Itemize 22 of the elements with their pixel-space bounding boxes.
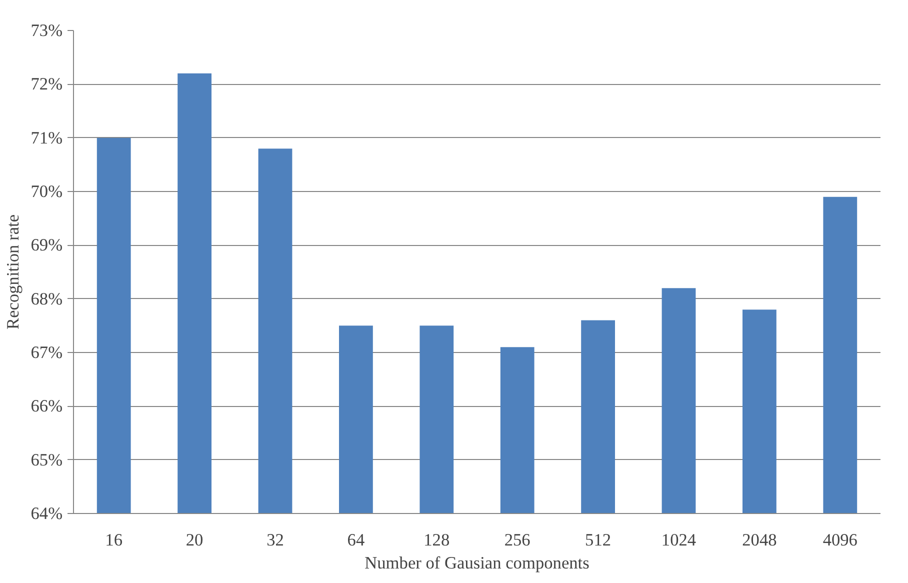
x-tick-label: 32 xyxy=(266,530,284,550)
y-tick-label: 67% xyxy=(30,343,63,362)
y-tick-label: 65% xyxy=(30,450,63,470)
y-tick-label: 66% xyxy=(30,396,63,416)
y-tick-label: 71% xyxy=(30,128,63,148)
x-tick-label: 512 xyxy=(585,530,612,550)
x-axis-title: Number of Gausian components xyxy=(364,554,590,572)
y-tick-label: 72% xyxy=(30,74,63,94)
x-tick-label: 16 xyxy=(105,530,123,550)
x-tick-label: 2048 xyxy=(742,530,777,550)
x-tick-label: 256 xyxy=(504,530,531,550)
y-tick-label: 70% xyxy=(30,182,63,201)
y-tick-label: 64% xyxy=(30,504,63,523)
x-tick-label: 20 xyxy=(186,530,204,550)
y-tick-label: 69% xyxy=(30,236,63,255)
x-tick-label: 64 xyxy=(347,530,365,550)
y-tick-label: 73% xyxy=(30,21,63,40)
y-tick-label: 68% xyxy=(30,289,63,308)
x-tick-label: 128 xyxy=(424,530,450,550)
x-tick-label: 1024 xyxy=(661,530,696,550)
x-tick-label: 4096 xyxy=(822,530,858,550)
y-axis-title: Recognition rate xyxy=(4,214,23,330)
